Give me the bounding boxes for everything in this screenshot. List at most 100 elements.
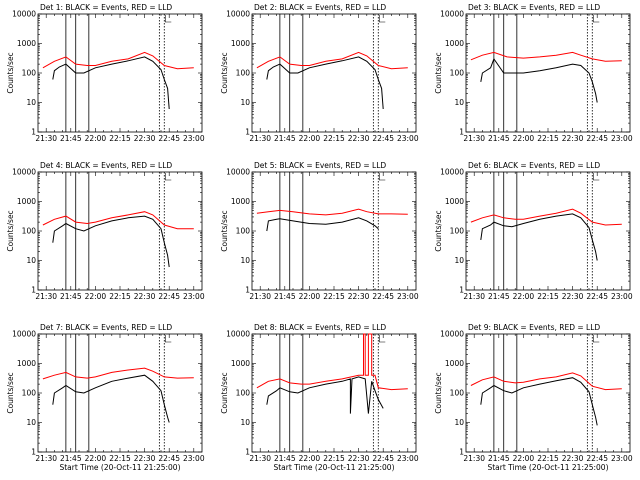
x-tick-label: 22:45 xyxy=(586,134,608,143)
marker-bracket xyxy=(378,173,386,181)
x-tick-label: 22:30 xyxy=(562,292,584,301)
x-tick-label: 22:15 xyxy=(323,134,345,143)
y-tick-label: 1000 xyxy=(445,197,464,206)
y-tick-label: 10000 xyxy=(440,168,464,177)
marker-bracket xyxy=(592,173,600,181)
y-tick-label: 1 xyxy=(459,286,464,295)
plot-frame xyxy=(251,171,417,291)
x-tick-label: 22:30 xyxy=(134,454,156,463)
x-tick-label: 21:45 xyxy=(274,454,296,463)
x-tick-label: 22:45 xyxy=(158,134,180,143)
y-tick-label: 10 xyxy=(26,256,36,265)
x-axis-label: Start Time (20-Oct-11 21:25:00) xyxy=(59,463,180,472)
y-tick-label: 1000 xyxy=(231,359,250,368)
plot-frame xyxy=(465,333,631,453)
lld-series-line xyxy=(470,51,622,62)
y-tick-label: 100 xyxy=(22,227,37,236)
y-axis-label: Counts/sec xyxy=(6,52,15,93)
x-tick-label: 21:30 xyxy=(463,292,485,301)
x-tick-label: 22:45 xyxy=(158,454,180,463)
chart-panel-7: Det 7: BLACK = Events, RED = LLD 1 10 100 10… xyxy=(6,323,205,472)
x-tick-label: 22:15 xyxy=(537,292,559,301)
lld-series-line xyxy=(42,367,194,380)
panel-title: Det 7: BLACK = Events, RED = LLD xyxy=(40,323,172,332)
marker-bracket xyxy=(378,335,386,343)
x-tick-label: 21:45 xyxy=(488,292,510,301)
x-tick-label: 23:00 xyxy=(611,454,633,463)
x-tick-label: 22:45 xyxy=(158,292,180,301)
x-tick-label: 23:00 xyxy=(397,292,419,301)
y-tick-label: 10000 xyxy=(226,10,250,19)
x-tick-label: 23:00 xyxy=(397,134,419,143)
plot-frame xyxy=(37,333,203,453)
x-tick-label: 21:30 xyxy=(35,292,57,301)
x-tick-label: 22:45 xyxy=(586,454,608,463)
y-tick-label: 100 xyxy=(450,69,465,78)
marker-bracket xyxy=(164,335,172,343)
y-tick-label: 100 xyxy=(450,227,465,236)
lld-series-line xyxy=(470,208,622,226)
y-tick-label: 1 xyxy=(31,286,36,295)
lld-series-line xyxy=(256,333,408,391)
x-tick-label: 21:30 xyxy=(249,292,271,301)
x-axis-label: Start Time (20-Oct-11 21:25:00) xyxy=(487,463,608,472)
x-tick-label: 22:00 xyxy=(299,292,321,301)
y-tick-label: 10000 xyxy=(12,168,36,177)
y-tick-label: 1000 xyxy=(445,39,464,48)
events-series-line xyxy=(52,374,170,423)
y-tick-label: 1000 xyxy=(231,39,250,48)
x-tick-label: 21:45 xyxy=(274,134,296,143)
x-tick-label: 22:15 xyxy=(323,454,345,463)
x-tick-label: 22:00 xyxy=(299,454,321,463)
events-series-line xyxy=(480,57,598,103)
events-series-line xyxy=(52,56,170,110)
y-tick-label: 1 xyxy=(245,448,250,457)
lld-series-line xyxy=(42,51,194,70)
y-tick-label: 1 xyxy=(245,286,250,295)
chart-panel-4: Det 4: BLACK = Events, RED = LLD 1 10 100 10… xyxy=(6,161,205,301)
plot-frame xyxy=(465,13,631,133)
lld-series-line xyxy=(470,372,622,391)
x-tick-label: 22:15 xyxy=(537,454,559,463)
y-tick-label: 10 xyxy=(454,256,464,265)
chart-panel-5: Det 5: BLACK = Events, RED = LLD 1 10 100 10… xyxy=(220,161,419,301)
x-tick-label: 22:00 xyxy=(513,292,535,301)
plot-frame xyxy=(465,171,631,291)
x-tick-label: 21:45 xyxy=(60,134,82,143)
x-tick-label: 21:30 xyxy=(249,454,271,463)
events-series-line xyxy=(266,376,384,414)
y-tick-label: 100 xyxy=(236,389,251,398)
y-axis-label: Counts/sec xyxy=(434,52,443,93)
plot-frame xyxy=(251,13,417,133)
x-tick-label: 22:45 xyxy=(372,292,394,301)
y-tick-label: 1000 xyxy=(231,197,250,206)
x-tick-label: 22:30 xyxy=(134,292,156,301)
x-tick-label: 23:00 xyxy=(183,454,205,463)
marker-bracket xyxy=(592,335,600,343)
x-tick-label: 23:00 xyxy=(397,454,419,463)
events-series-line xyxy=(52,215,170,268)
y-tick-label: 10 xyxy=(454,98,464,107)
plot-frame xyxy=(37,13,203,133)
x-tick-label: 22:15 xyxy=(323,292,345,301)
x-tick-label: 22:30 xyxy=(348,292,370,301)
x-tick-label: 22:15 xyxy=(109,134,131,143)
y-tick-label: 1000 xyxy=(17,197,36,206)
y-tick-label: 10 xyxy=(240,98,250,107)
y-tick-label: 1 xyxy=(245,128,250,137)
y-tick-label: 1000 xyxy=(17,359,36,368)
panel-title: Det 3: BLACK = Events, RED = LLD xyxy=(468,3,600,12)
panel-title: Det 6: BLACK = Events, RED = LLD xyxy=(468,161,600,170)
y-tick-label: 10000 xyxy=(440,330,464,339)
chart-panel-6: Det 6: BLACK = Events, RED = LLD 1 10 100 10… xyxy=(434,161,633,301)
x-tick-label: 22:15 xyxy=(109,292,131,301)
chart-panel-1: Det 1: BLACK = Events, RED = LLD 1 10 100 10… xyxy=(6,3,205,143)
x-tick-label: 21:30 xyxy=(249,134,271,143)
y-tick-label: 10000 xyxy=(226,330,250,339)
y-tick-label: 1 xyxy=(459,128,464,137)
x-tick-label: 22:45 xyxy=(586,292,608,301)
chart-panel-8: Det 8: BLACK = Events, RED = LLD 1 10 100 10… xyxy=(220,323,419,472)
y-tick-label: 100 xyxy=(22,69,37,78)
x-tick-label: 22:00 xyxy=(85,454,107,463)
x-tick-label: 21:45 xyxy=(488,454,510,463)
